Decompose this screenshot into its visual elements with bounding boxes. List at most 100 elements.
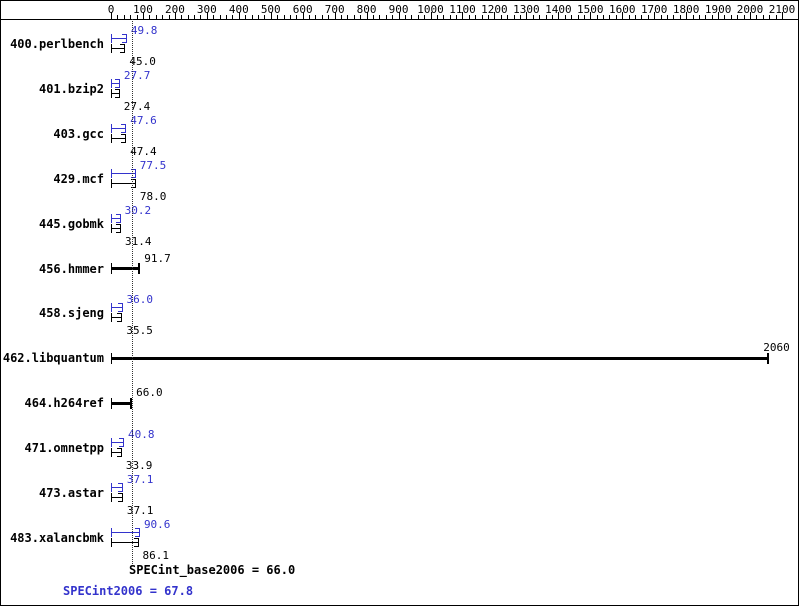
axis-major-tick (494, 12, 496, 19)
result-bar (111, 137, 127, 139)
axis-minor-tick (417, 15, 419, 19)
axis-minor-tick (775, 15, 777, 19)
peak-value-label: 47.6 (130, 113, 157, 127)
axis-minor-tick (564, 15, 566, 19)
axis-major-tick (398, 12, 400, 19)
bar-start-cap (111, 78, 112, 88)
bar-start-cap (111, 397, 112, 409)
bar-start-cap (111, 133, 112, 143)
benchmark-name: 471.omnetpp (24, 441, 104, 456)
axis-major-tick (174, 12, 176, 19)
axis-minor-tick (149, 15, 151, 19)
axis-major-tick (750, 12, 752, 19)
benchmark-name: 400.perlbench (10, 37, 104, 51)
axis-minor-tick (283, 15, 285, 19)
axis-major-tick (270, 12, 272, 19)
axis-minor-tick (373, 15, 374, 19)
axis-minor-tick (545, 15, 547, 19)
axis-minor-tick (647, 15, 649, 19)
axis-major-tick (430, 12, 432, 19)
axis-tick-label: 1600 (608, 3, 636, 16)
result-bar (111, 38, 127, 39)
result-bar (111, 227, 122, 229)
axis-tick-label: 600 (292, 3, 313, 16)
axis-minor-tick (321, 15, 323, 19)
benchmark-name: 458.sjeng (38, 306, 104, 321)
result-bar (111, 48, 126, 49)
result-bar (111, 356, 770, 360)
axis-tick-label: 500 (260, 3, 281, 16)
peak-value-label: 30.2 (124, 203, 152, 217)
base-value-label: 37.1 (126, 504, 154, 517)
axis-minor-tick (155, 15, 157, 19)
axis-tick-label: 1100 (449, 3, 476, 16)
axis-minor-tick (341, 15, 343, 19)
bar-start-cap (111, 483, 112, 492)
result-value-label: 2060 (763, 341, 790, 355)
axis-minor-tick (264, 15, 266, 19)
bar-end-cap (115, 213, 121, 223)
axis-minor-tick (162, 15, 164, 19)
axis-major-tick (142, 12, 144, 19)
axis-minor-tick (245, 15, 247, 19)
axis-minor-tick (577, 15, 579, 19)
axis-major-tick (366, 12, 368, 19)
result-bar (111, 452, 122, 454)
axis-minor-tick (168, 15, 170, 19)
axis-minor-tick (692, 15, 694, 19)
axis-minor-tick (724, 15, 726, 19)
axis-minor-tick (213, 15, 215, 19)
axis-tick-label: 700 (324, 3, 345, 16)
axis-tick-label: 1300 (513, 3, 540, 16)
bar-end-cap (117, 303, 123, 313)
axis-tick-label: 400 (228, 3, 249, 16)
axis-minor-tick (583, 15, 585, 19)
base-mean-dotted-line (132, 19, 134, 564)
base-value-label: 45.0 (129, 55, 156, 68)
bar-start-cap (111, 438, 112, 448)
axis-minor-tick (488, 15, 490, 19)
bar-end-cap (130, 178, 136, 188)
result-bar (111, 217, 121, 219)
base-value-label: 47.4 (130, 144, 157, 158)
peak-value-label: 36.0 (126, 293, 154, 307)
axis-major-tick (654, 12, 656, 19)
axis-minor-tick (628, 15, 630, 19)
peak-value-label: 77.5 (139, 158, 167, 172)
axis-minor-tick (635, 15, 637, 19)
bar-end-cap (116, 223, 122, 233)
axis-tick-label: 1500 (577, 3, 604, 16)
axis-minor-tick (187, 15, 189, 19)
axis-major-tick (238, 12, 240, 19)
axis-minor-tick (609, 15, 611, 19)
bar-end-cap (116, 448, 122, 458)
axis-minor-tick (615, 15, 617, 19)
peak-value-label: 27.7 (123, 68, 151, 82)
axis-tick-label: 1000 (417, 3, 444, 16)
benchmark-name: 462.libquantum (2, 351, 104, 366)
axis-major-tick (686, 12, 688, 19)
bar-start-cap (111, 123, 112, 133)
bar-start-cap (111, 34, 112, 43)
bar-end-cap (130, 397, 133, 409)
axis-minor-tick (411, 15, 413, 19)
bar-start-cap (111, 537, 112, 547)
benchmark-name: 473.astar (38, 486, 104, 500)
axis-minor-tick (571, 15, 573, 19)
axis-tick-label: 2100 (768, 3, 796, 16)
axis-minor-tick (347, 15, 349, 19)
axis-minor-tick (232, 15, 234, 19)
bar-start-cap (111, 493, 112, 502)
benchmark-name: 403.gcc (53, 126, 104, 141)
result-bar (111, 267, 141, 270)
axis-minor-tick (379, 15, 381, 19)
bar-start-cap (111, 213, 112, 223)
bar-end-cap (119, 438, 125, 448)
axis-major-tick (334, 12, 336, 19)
peak-value-label: 40.8 (128, 428, 155, 442)
base-value-label: 78.0 (139, 189, 167, 203)
bar-start-cap (111, 303, 112, 313)
axis-minor-tick (194, 15, 196, 19)
result-bar (111, 442, 125, 444)
axis-tick-label: 1200 (481, 3, 508, 16)
